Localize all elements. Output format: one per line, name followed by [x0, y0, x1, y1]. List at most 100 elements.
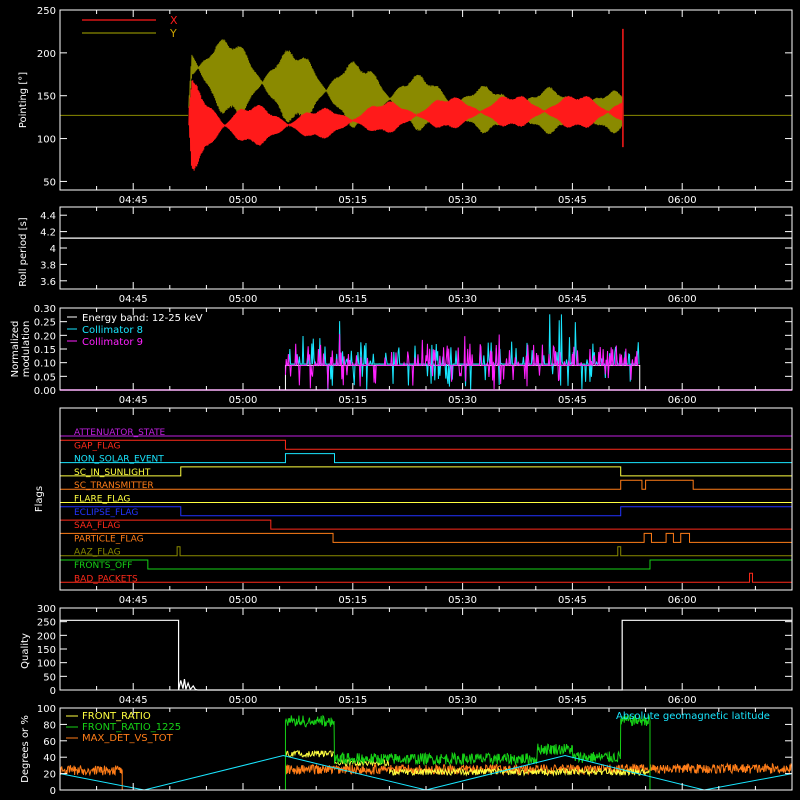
quality-ylabel: Quality	[20, 633, 31, 669]
flag-line	[60, 466, 792, 477]
x-tick-label: 05:00	[229, 195, 258, 206]
x-tick-label: 04:45	[119, 294, 148, 305]
x-tick-label: 05:45	[558, 294, 587, 305]
flag-line	[60, 453, 792, 464]
flag-line	[60, 559, 792, 570]
ratios-ylabel: Degrees or %	[20, 715, 31, 783]
flag-line	[60, 532, 792, 543]
x-tick-label: 05:00	[229, 695, 258, 706]
flag-label: GAP_FLAG	[74, 441, 120, 451]
flag-label: ECLIPSE_FLAG	[74, 508, 138, 518]
legend-geomagnetic-latitude: Absolute geomagnetic latitude	[616, 711, 770, 722]
flag-line	[60, 572, 792, 583]
modulation-ylabel-line1: Normalized	[10, 321, 21, 378]
front-ratio-line	[285, 750, 335, 759]
y-tick-label: 0	[50, 786, 56, 797]
x-tick-label: 05:30	[448, 595, 477, 606]
legend-max-det-vs-tot: MAX_DET_VS_TOT	[82, 733, 174, 744]
x-tick-label: 05:45	[558, 195, 587, 206]
legend-collimator-8: Collimator 8	[82, 325, 143, 336]
y-tick-label: 0.20	[34, 331, 56, 342]
pointing-legend: X Y	[82, 14, 178, 40]
legend-front-ratio-1225: FRONT_RATIO_1225	[82, 722, 181, 733]
y-tick-label: 0.00	[34, 386, 56, 397]
y-tick-label: 50	[43, 177, 56, 188]
x-tick-label: 06:00	[668, 294, 697, 305]
legend-energy-band: Energy band: 12-25 keV	[82, 313, 203, 324]
flag-label: AAZ_FLAG	[74, 548, 121, 558]
flags-panel: ATTENUATOR_STATE GAP_FLAG NON_SOLAR_EVENT S…	[34, 407, 793, 606]
modulation-panel: 0.00 0.05 0.10 0.15 0.20 0.25 0.30 04:45 05:00 0…	[10, 304, 793, 406]
x-tick-label: 06:00	[668, 395, 697, 406]
x-tick-label: 05:45	[558, 695, 587, 706]
x-tick-label: 05:45	[558, 395, 587, 406]
y-tick-label: 100	[37, 659, 56, 670]
y-tick-label: 0.25	[34, 318, 56, 329]
flag-label: SC_TRANSMITTER	[74, 481, 154, 491]
x-tick-label: 05:45	[558, 595, 587, 606]
y-tick-label: 150	[37, 92, 56, 103]
x-tick-label: 04:45	[119, 695, 148, 706]
flag-line	[60, 439, 792, 450]
y-tick-label: 0.15	[34, 345, 56, 356]
y-tick-label: 150	[37, 645, 56, 656]
x-tick-label: 05:30	[448, 195, 477, 206]
y-tick-label: 200	[37, 49, 56, 60]
y-tick-label: 250	[37, 6, 56, 17]
y-tick-label: 80	[43, 720, 56, 731]
flag-line	[60, 546, 792, 557]
x-tick-label: 05:00	[229, 294, 258, 305]
x-tick-label: 05:30	[448, 695, 477, 706]
flags-ylabel: Flags	[34, 486, 45, 512]
x-tick-label: 04:45	[119, 195, 148, 206]
roll-period-ylabel: Roll period [s]	[18, 217, 29, 286]
x-tick-label: 04:45	[119, 595, 148, 606]
flag-label: BAD_PACKETS	[74, 574, 138, 584]
x-tick-label: 05:15	[338, 595, 367, 606]
x-tick-label: 05:00	[229, 395, 258, 406]
x-series-line	[188, 80, 623, 171]
x-tick-label: 06:00	[668, 195, 697, 206]
flag-line	[60, 506, 792, 517]
legend-x-label: X	[170, 14, 178, 27]
x-tick-label: 05:30	[448, 395, 477, 406]
x-tick-label: 05:00	[229, 595, 258, 606]
flag-label: ATTENUATOR_STATE	[74, 428, 166, 438]
y-tick-label: 40	[43, 753, 56, 764]
x-tick-label: 04:45	[119, 395, 148, 406]
x-tick-label: 06:00	[668, 695, 697, 706]
pointing-ylabel: Pointing [°]	[18, 72, 29, 128]
y-tick-label: 4.2	[40, 228, 56, 239]
y-series-line	[188, 39, 623, 135]
y-tick-label: 4	[50, 244, 56, 255]
y-tick-label: 3.6	[40, 277, 56, 288]
y-tick-label: 0.30	[34, 304, 56, 315]
modulation-ylabel-line2: modulation	[21, 321, 32, 378]
y-tick-label: 4.4	[40, 211, 56, 222]
y-tick-label: 250	[37, 618, 56, 629]
flag-label: FRONTS_OFF	[74, 561, 132, 571]
modulation-legend: Energy band: 12-25 keV Collimator 8 Coll…	[67, 313, 203, 348]
y-tick-label: 0.10	[34, 359, 56, 370]
roll-period-panel: 3.6 3.8 4 4.2 4.4 04:45 05:00 05:15 05:30 05:45 0…	[18, 206, 793, 305]
flag-label: SC_IN_SUNLIGHT	[74, 468, 151, 478]
y-tick-label: 100	[37, 135, 56, 146]
flag-line	[60, 519, 792, 530]
y-tick-label: 100	[37, 704, 56, 715]
x-tick-label: 05:15	[338, 195, 367, 206]
pointing-panel: 50 100 150 200 250 04:45 05:00 05:15 05:30 05:45…	[18, 6, 793, 206]
quality-panel: 0 50 100 150 200 250 300 04:45 05:00 05:15 05:30 0…	[20, 604, 793, 706]
x-tick-label: 05:30	[448, 294, 477, 305]
flag-label: NON_SOLAR_EVENT	[74, 455, 164, 465]
legend-front-ratio: FRONT_RATIO	[82, 711, 151, 722]
y-tick-label: 200	[37, 631, 56, 642]
x-tick-label: 06:00	[668, 595, 697, 606]
max-det-vs-tot-line	[620, 762, 793, 775]
y-tick-label: 3.8	[40, 260, 56, 271]
x-tick-label: 05:15	[338, 395, 367, 406]
flag-label: FLARE_FLAG	[74, 495, 130, 505]
front-ratio-1225-line	[284, 713, 651, 791]
y-tick-label: 0.05	[34, 372, 56, 383]
front-ratio-line	[388, 766, 650, 777]
